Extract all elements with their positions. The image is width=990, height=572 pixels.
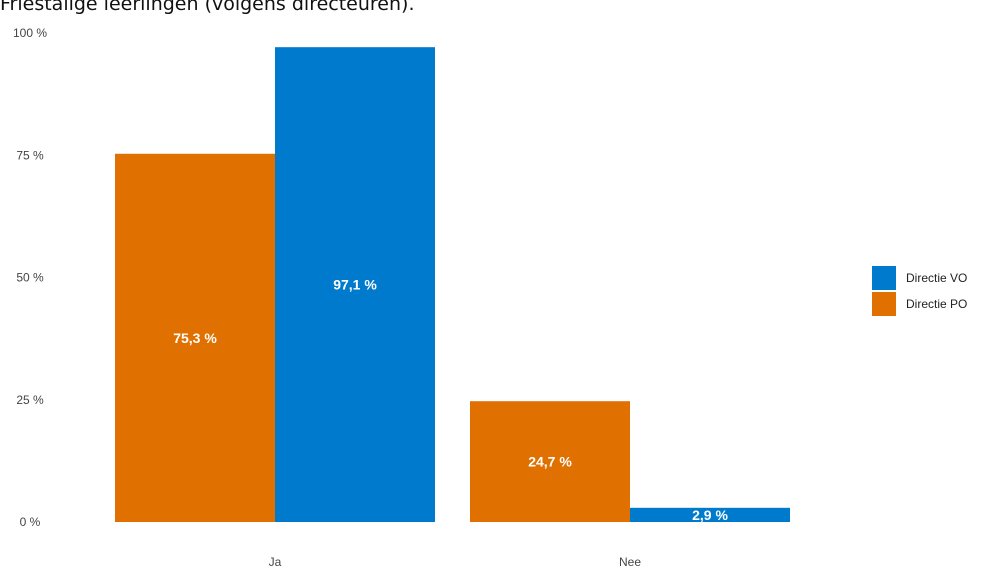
y-tick-label: 25 % bbox=[16, 393, 44, 407]
y-axis-ticks: 0 % 25 % 50 % 75 % 100 % bbox=[13, 26, 47, 529]
y-tick-label: 50 % bbox=[16, 271, 44, 285]
x-category-label: Ja bbox=[269, 555, 282, 569]
bar-directie-vo-ja bbox=[275, 47, 435, 522]
bar-directie-vo-nee bbox=[630, 507, 790, 522]
value-labels: 75,3 % 97,1 % 24,7 % 2,9 % bbox=[173, 277, 728, 523]
legend-swatch bbox=[872, 266, 896, 290]
x-axis-categories: Ja Nee bbox=[269, 555, 642, 569]
y-tick-label: 100 % bbox=[13, 26, 47, 40]
bar-directie-po-ja bbox=[115, 153, 275, 522]
x-category-label: Nee bbox=[619, 555, 641, 569]
y-tick-label: 0 % bbox=[20, 515, 41, 529]
bars bbox=[115, 47, 790, 522]
legend-label: Directie VO bbox=[906, 271, 967, 285]
bar-directie-po-nee bbox=[470, 401, 630, 522]
legend: Directie VO Directie PO bbox=[872, 266, 967, 316]
y-tick-label: 75 % bbox=[16, 148, 44, 162]
bar-value-label: 75,3 % bbox=[173, 330, 217, 346]
bar-value-label: 2,9 % bbox=[692, 507, 728, 523]
legend-label: Directie PO bbox=[906, 297, 967, 311]
chart-caption: Friestalige leerlingen (volgens directeu… bbox=[0, 0, 415, 15]
bar-value-label: 97,1 % bbox=[333, 277, 377, 293]
bar-value-label: 24,7 % bbox=[528, 454, 572, 470]
legend-swatch bbox=[872, 292, 896, 316]
